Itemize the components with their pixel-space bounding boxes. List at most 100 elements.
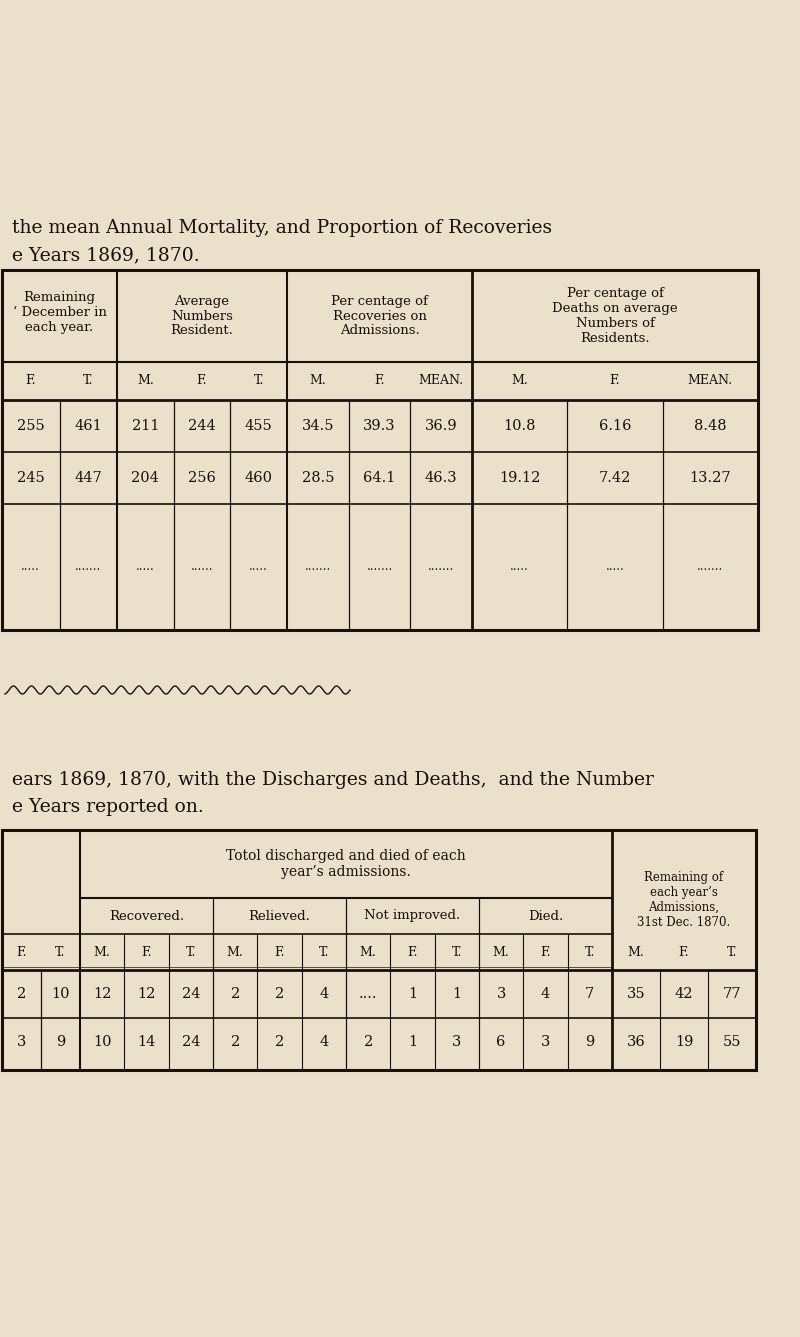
Text: .......: .......: [428, 560, 454, 574]
Text: 447: 447: [74, 471, 102, 485]
Bar: [2, 270, 758, 630]
Text: .......: .......: [305, 560, 331, 574]
Text: .......: .......: [75, 560, 102, 574]
Text: 245: 245: [17, 471, 45, 485]
Text: 7: 7: [586, 987, 594, 1001]
Text: 12: 12: [93, 987, 111, 1001]
Text: F.: F.: [26, 374, 36, 388]
Text: 39.3: 39.3: [363, 418, 396, 433]
Text: T.: T.: [83, 374, 94, 388]
Text: Died.: Died.: [528, 909, 563, 923]
Text: 12: 12: [138, 987, 156, 1001]
Text: e Years reported on.: e Years reported on.: [12, 798, 204, 816]
Text: Remaining
‘ December in
each year.: Remaining ‘ December in each year.: [13, 290, 106, 333]
Text: 460: 460: [245, 471, 273, 485]
Text: MEAN.: MEAN.: [418, 374, 464, 388]
Text: .....: .....: [136, 560, 154, 574]
Text: 24: 24: [182, 1035, 200, 1050]
Text: 36: 36: [626, 1035, 646, 1050]
Text: 13.27: 13.27: [690, 471, 731, 485]
Text: the mean Annual Mortality, and Proportion of Recoveries: the mean Annual Mortality, and Proportio…: [12, 219, 552, 237]
Text: 211: 211: [131, 418, 159, 433]
Text: 256: 256: [188, 471, 216, 485]
Text: 28.5: 28.5: [302, 471, 334, 485]
Text: 46.3: 46.3: [425, 471, 458, 485]
Text: 6: 6: [497, 1035, 506, 1050]
Text: .......: .......: [366, 560, 393, 574]
Text: 1: 1: [408, 1035, 417, 1050]
Text: 204: 204: [131, 471, 159, 485]
Text: F.: F.: [678, 945, 690, 959]
Text: 10.8: 10.8: [503, 418, 536, 433]
Text: 2: 2: [275, 1035, 284, 1050]
Text: 4: 4: [541, 987, 550, 1001]
Text: F.: F.: [374, 374, 385, 388]
Text: Average
Numbers
Resident.: Average Numbers Resident.: [170, 294, 234, 337]
Text: MEAN.: MEAN.: [688, 374, 733, 388]
Text: T.: T.: [585, 945, 595, 959]
Text: .....: .....: [250, 560, 268, 574]
Text: M.: M.: [94, 945, 110, 959]
Text: 455: 455: [245, 418, 273, 433]
Text: 9: 9: [56, 1035, 65, 1050]
Text: 9: 9: [586, 1035, 594, 1050]
Text: 4: 4: [319, 1035, 329, 1050]
Text: 19: 19: [675, 1035, 693, 1050]
Text: 1: 1: [408, 987, 417, 1001]
Text: 7.42: 7.42: [599, 471, 631, 485]
Text: M.: M.: [226, 945, 243, 959]
Text: .....: .....: [22, 560, 40, 574]
Text: F.: F.: [142, 945, 152, 959]
Text: M.: M.: [360, 945, 377, 959]
Text: M.: M.: [493, 945, 510, 959]
Text: 2: 2: [17, 987, 26, 1001]
Text: T.: T.: [55, 945, 66, 959]
Text: 35: 35: [626, 987, 646, 1001]
Text: 244: 244: [188, 418, 216, 433]
Text: 24: 24: [182, 987, 200, 1001]
Text: Recovered.: Recovered.: [109, 909, 184, 923]
Bar: [2, 830, 756, 1070]
Text: 461: 461: [74, 418, 102, 433]
Text: F.: F.: [540, 945, 550, 959]
Text: 19.12: 19.12: [499, 471, 540, 485]
Text: 36.9: 36.9: [425, 418, 458, 433]
Text: Not improved.: Not improved.: [364, 909, 461, 923]
Text: ....: ....: [359, 987, 378, 1001]
Text: T.: T.: [318, 945, 329, 959]
Text: F.: F.: [407, 945, 418, 959]
Text: 3: 3: [541, 1035, 550, 1050]
Text: Per centage of
Deaths on average
Numbers of
Residents.: Per centage of Deaths on average Numbers…: [552, 287, 678, 345]
Text: 64.1: 64.1: [363, 471, 396, 485]
Text: F.: F.: [274, 945, 285, 959]
Text: 77: 77: [722, 987, 742, 1001]
Text: 55: 55: [722, 1035, 742, 1050]
Text: e Years 1869, 1870.: e Years 1869, 1870.: [12, 246, 200, 263]
Text: M.: M.: [310, 374, 326, 388]
Text: Totol discharged and died of each
year’s admissions.: Totol discharged and died of each year’s…: [226, 849, 466, 880]
Text: ......: ......: [190, 560, 214, 574]
Text: M.: M.: [628, 945, 644, 959]
Text: .....: .....: [606, 560, 624, 574]
Text: T.: T.: [254, 374, 264, 388]
Text: 3: 3: [497, 987, 506, 1001]
Text: 4: 4: [319, 987, 329, 1001]
Text: 1: 1: [452, 987, 462, 1001]
Text: .....: .....: [510, 560, 529, 574]
Text: Relieved.: Relieved.: [249, 909, 310, 923]
Text: 3: 3: [452, 1035, 462, 1050]
Text: M.: M.: [137, 374, 154, 388]
Text: .......: .......: [698, 560, 723, 574]
Text: 2: 2: [275, 987, 284, 1001]
Text: 2: 2: [230, 1035, 240, 1050]
Text: T.: T.: [452, 945, 462, 959]
Text: 10: 10: [51, 987, 70, 1001]
Text: 10: 10: [93, 1035, 111, 1050]
Text: 2: 2: [230, 987, 240, 1001]
Text: 42: 42: [674, 987, 694, 1001]
Text: 14: 14: [138, 1035, 156, 1050]
Text: Remaining of
each year’s
Admissions,
31st Dec. 1870.: Remaining of each year’s Admissions, 31s…: [638, 870, 730, 929]
Text: 255: 255: [17, 418, 45, 433]
Text: F.: F.: [16, 945, 26, 959]
Text: M.: M.: [511, 374, 528, 388]
